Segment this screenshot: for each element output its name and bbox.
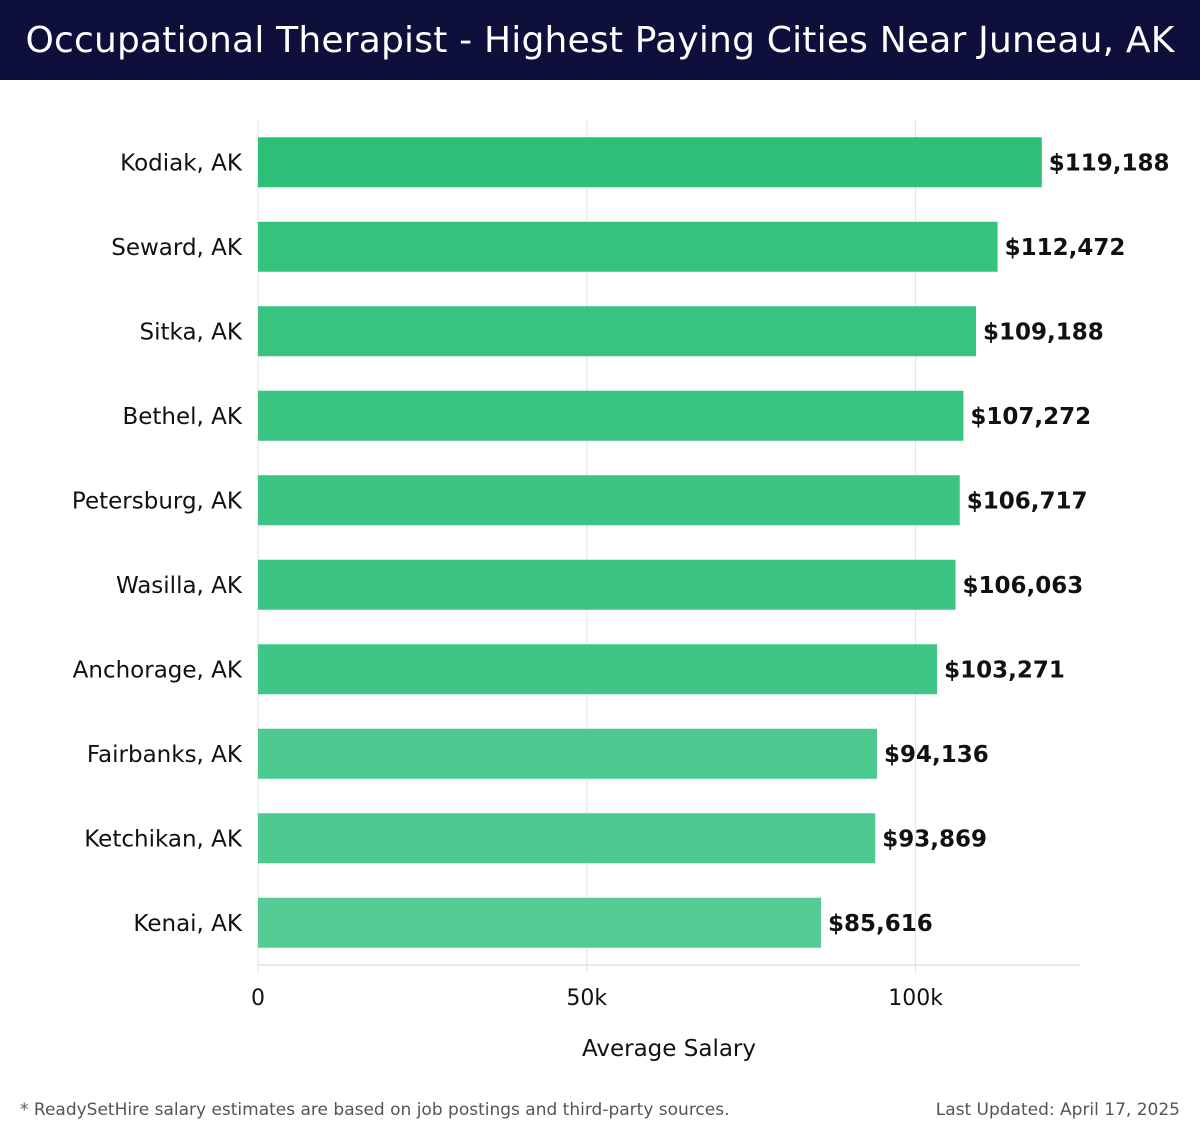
category-label: Seward, AK (111, 235, 243, 261)
category-label: Bethel, AK (122, 404, 242, 430)
chart-header: Occupational Therapist - Highest Paying … (0, 0, 1200, 80)
value-label: $107,272 (970, 404, 1091, 430)
category-label: Anchorage, AK (73, 657, 243, 683)
value-label: $94,136 (884, 742, 989, 768)
bar-anchorage-ak (258, 644, 938, 695)
value-label: $109,188 (983, 319, 1104, 345)
category-label: Fairbanks, AK (87, 742, 243, 768)
bar-ketchikan-ak (258, 813, 876, 864)
value-label: $106,063 (962, 573, 1083, 599)
category-label: Wasilla, AK (116, 573, 243, 599)
bar-sitka-ak (258, 306, 977, 357)
bar-wasilla-ak (258, 559, 956, 610)
bar-kenai-ak (258, 897, 822, 948)
value-label: $85,616 (828, 911, 933, 937)
x-axis-title: Average Salary (582, 1036, 756, 1062)
x-tick-label: 0 (251, 986, 265, 1011)
bar-bethel-ak (258, 390, 964, 441)
footer-last-updated: Last Updated: April 17, 2025 (935, 1100, 1180, 1120)
chart-title: Occupational Therapist - Highest Paying … (25, 19, 1175, 61)
bar-petersburg-ak (258, 475, 960, 526)
value-label: $103,271 (944, 657, 1065, 683)
category-label: Kenai, AK (133, 911, 243, 937)
category-label: Sitka, AK (140, 319, 243, 345)
value-label: $93,869 (882, 826, 987, 852)
category-label: Kodiak, AK (120, 150, 243, 176)
value-label: $119,188 (1049, 150, 1170, 176)
category-label: Ketchikan, AK (84, 826, 243, 852)
category-label: Petersburg, AK (72, 488, 243, 514)
x-tick-label: 50k (566, 986, 607, 1011)
bar-seward-ak (258, 221, 998, 272)
value-label: $112,472 (1005, 235, 1126, 261)
salary-bar-chart: 0 50k 100k Kodiak, AK $119,188 Seward, AK $112… (72, 120, 1170, 1062)
footer-disclaimer: * ReadySetHire salary estimates are base… (20, 1100, 730, 1120)
bar-fairbanks-ak (258, 728, 878, 779)
bar-kodiak-ak (258, 137, 1042, 188)
value-label: $106,717 (967, 488, 1088, 514)
x-tick-label: 100k (888, 986, 943, 1011)
